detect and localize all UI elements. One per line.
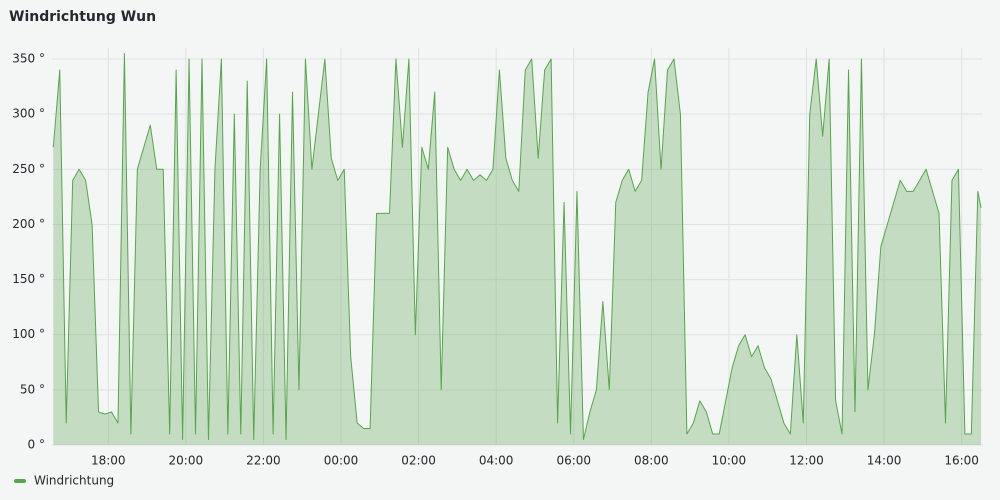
y-tick-label: 100 ° bbox=[12, 327, 45, 341]
x-tick-label: 14:00 bbox=[867, 454, 902, 468]
x-tick-label: 12:00 bbox=[789, 454, 824, 468]
series-area bbox=[53, 53, 982, 446]
x-tick-label: 06:00 bbox=[556, 454, 591, 468]
x-tick-label: 02:00 bbox=[401, 454, 436, 468]
x-tick-label: 18:00 bbox=[91, 454, 126, 468]
x-tick-label: 08:00 bbox=[634, 454, 669, 468]
y-tick-label: 150 ° bbox=[12, 272, 45, 286]
y-tick-label: 300 ° bbox=[12, 107, 45, 121]
x-tick-label: 16:00 bbox=[944, 454, 979, 468]
legend-label: Windrichtung bbox=[34, 474, 114, 488]
chart-title: Windrichtung Wun bbox=[9, 9, 156, 25]
series-line bbox=[52, 53, 982, 440]
y-tick-label: 200 ° bbox=[12, 217, 45, 231]
x-tick-label: 04:00 bbox=[479, 454, 514, 468]
x-tick-label: 20:00 bbox=[169, 454, 204, 468]
x-tick-label: 10:00 bbox=[712, 454, 747, 468]
y-tick-label: 0 ° bbox=[28, 438, 45, 452]
y-tick-label: 250 ° bbox=[12, 162, 45, 176]
x-tick-label: 00:00 bbox=[324, 454, 359, 468]
y-tick-label: 50 ° bbox=[20, 382, 45, 396]
y-tick-label: 350 ° bbox=[12, 52, 45, 66]
x-tick-label: 22:00 bbox=[246, 454, 281, 468]
legend-swatch bbox=[14, 479, 26, 483]
